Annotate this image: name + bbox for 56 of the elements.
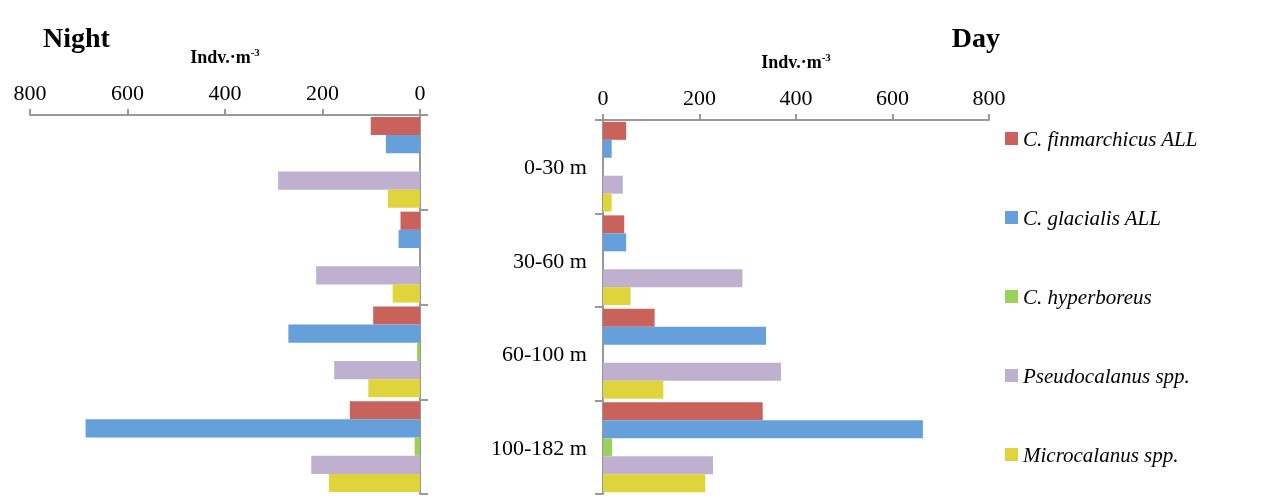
x-tick-label: 800 [13,79,47,105]
bar [334,360,420,380]
x-tick-label: 600 [876,84,909,110]
x-tick-label: 200 [683,84,716,110]
bar [603,215,625,234]
bar [603,139,612,158]
x-tick-label: 0 [597,84,609,110]
bar [288,324,420,343]
legend-label: C. finmarchicus ALL [1023,126,1198,151]
x-tick-label: 800 [972,84,1006,110]
legend-label: Microcalanus spp. [1022,442,1179,467]
x-tick-label: 600 [111,79,144,105]
legend-label: C. glacialis ALL [1023,205,1161,230]
bar [603,474,706,493]
bar [603,420,923,439]
legend-label: C. hyperboreus [1023,284,1152,309]
bar [417,342,420,361]
legend-label: Pseudocalanus spp. [1022,363,1190,388]
x-tick-label: 0 [414,79,426,105]
y-tick-label: 100-182 m [491,434,587,460]
x-tick-label: 200 [306,79,339,105]
bar [603,193,612,212]
bar [328,473,420,493]
bar [603,326,767,345]
bar [398,229,420,249]
bar [387,189,420,208]
x-tick-label: 400 [779,84,813,110]
bar [349,401,420,420]
y-tick-label: 0-30 m [524,154,587,180]
bar [603,175,623,194]
bar [316,266,420,285]
bar [603,269,743,288]
bar [603,233,627,252]
bar [370,116,420,136]
x-tick-label: 400 [208,79,242,105]
bar [85,419,420,438]
bar [603,121,627,140]
bar [414,437,420,456]
chart-title: Night [43,21,111,53]
bar [603,456,714,475]
bar [278,171,420,190]
bar [311,455,420,474]
bar [603,362,782,381]
bar [603,380,664,399]
bar [603,287,631,306]
chart-title: Day [951,21,1001,53]
bar [603,308,655,327]
bar [603,438,613,457]
bar [385,135,420,154]
bar [368,379,420,398]
bar [392,284,420,303]
y-tick-label: 30-60 m [513,247,587,273]
bar [400,211,420,230]
bar [603,402,763,421]
bar [373,306,420,325]
y-tick-label: 60-100 m [502,341,587,367]
